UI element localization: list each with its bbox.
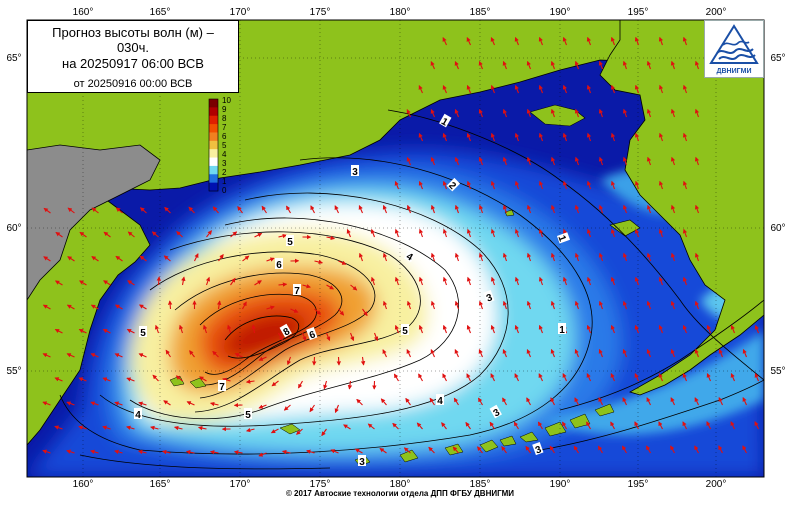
colorbar-swatch: [209, 141, 218, 150]
svg-text:7: 7: [219, 382, 225, 393]
colorbar-swatches: [209, 99, 218, 192]
svg-text:5: 5: [402, 326, 408, 337]
svg-text:4: 4: [135, 410, 141, 421]
lon-label: 170°: [230, 7, 251, 18]
lat-label: 55°: [770, 366, 785, 377]
colorbar-label: 3: [222, 159, 227, 168]
lat-label: 60°: [770, 223, 785, 234]
svg-text:1: 1: [559, 325, 565, 336]
forecast-valid-time: на 20250917 06:00 ВСВ: [28, 56, 238, 72]
svg-text:3: 3: [359, 457, 365, 468]
colorbar-swatch: [209, 174, 218, 183]
colorbar-label: 6: [222, 132, 227, 141]
colorbar-swatch: [209, 99, 218, 108]
svg-text:5: 5: [287, 237, 293, 248]
longitude-labels-top: 160° 165° 170° 175° 180° 185° 190° 195° …: [73, 7, 727, 18]
forecast-title: Прогноз высоты волн (м) – 030ч.: [28, 25, 238, 55]
lon-label: 190°: [550, 7, 571, 18]
wave-direction-arrow: [314, 357, 315, 365]
colorbar-swatch: [209, 124, 218, 133]
colorbar-swatch: [209, 183, 218, 192]
colorbar-label: 7: [222, 123, 227, 132]
colorbar-swatch: [209, 132, 218, 141]
lat-label: 65°: [6, 53, 21, 64]
lon-label: 165°: [150, 7, 171, 18]
colorbar-swatch: [209, 166, 218, 175]
svg-text:5: 5: [140, 328, 146, 339]
dvnigmi-logo: ДВНИГМИ: [704, 20, 764, 78]
lon-label: 180°: [390, 7, 411, 18]
lat-label: 60°: [6, 223, 21, 234]
lat-label: 55°: [6, 366, 21, 377]
latitude-labels-right: 65° 60° 55°: [770, 53, 785, 377]
wave-direction-arrow: [339, 357, 340, 365]
colorbar-label: 2: [222, 168, 227, 177]
copyright-footer: © 2017 Автоские технологии отдела ДПП ФГ…: [0, 489, 800, 498]
colorbar-label: 1: [222, 177, 227, 186]
svg-text:7: 7: [294, 286, 300, 297]
colorbar-label: 8: [222, 114, 227, 123]
lon-label: 200°: [706, 7, 727, 18]
logo-caption: ДВНИГМИ: [705, 68, 763, 75]
forecast-issue-time: от 20250916 00:00 ВСВ: [28, 77, 238, 91]
wave-direction-arrow: [170, 301, 171, 309]
svg-text:6: 6: [276, 260, 282, 271]
colorbar-swatch: [209, 149, 218, 158]
colorbar-swatch: [209, 116, 218, 125]
colorbar-label: 9: [222, 105, 227, 114]
lon-label: 160°: [73, 7, 94, 18]
forecast-title-box: Прогноз высоты волн (м) – 030ч. на 20250…: [27, 20, 239, 93]
lon-label: 195°: [628, 7, 649, 18]
wave-direction-arrow: [159, 277, 160, 285]
lon-label: 185°: [470, 7, 491, 18]
colorbar-label: 5: [222, 141, 227, 150]
colorbar-label: 10: [222, 96, 231, 105]
svg-text:4: 4: [437, 396, 443, 407]
lon-label: 175°: [310, 7, 331, 18]
colorbar-label: 4: [222, 150, 227, 159]
lat-label: 65°: [770, 53, 785, 64]
latitude-labels-left: 65° 60° 55°: [6, 53, 21, 377]
colorbar-label: 0: [222, 186, 227, 195]
svg-text:3: 3: [352, 167, 358, 178]
colorbar-swatch: [209, 107, 218, 116]
wave-emblem-icon: [705, 23, 763, 67]
svg-text:5: 5: [245, 410, 251, 421]
colorbar-swatch: [209, 158, 218, 167]
